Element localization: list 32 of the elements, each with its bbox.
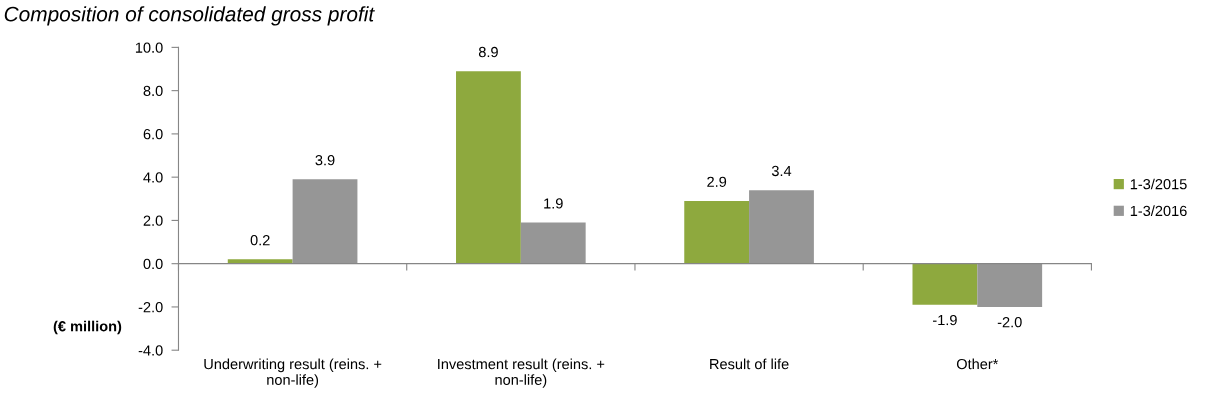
y-tick-label: 6.0: [143, 129, 163, 140]
bar: [749, 190, 814, 264]
data-label: 0.2: [250, 235, 270, 246]
y-tick-label: 4.0: [143, 172, 163, 183]
data-label: 2.9: [707, 176, 727, 187]
x-tick-label: Underwriting result (reins. + non-life): [204, 358, 382, 388]
legend-label: 1-3/2016: [1130, 205, 1187, 217]
bar: [977, 263, 1043, 307]
bar: [912, 263, 978, 305]
bar: [520, 222, 586, 264]
data-label: -1.9: [932, 314, 957, 326]
chart-title: Composition of consolidated gross profit: [4, 6, 375, 26]
data-label: 1.9: [544, 198, 563, 209]
y-tick-label: -2.0: [138, 302, 163, 313]
bar: [684, 200, 750, 264]
legend-label: 1-3/2015: [1130, 178, 1187, 190]
y-tick-label: -4.0: [138, 345, 163, 356]
x-tick-label: Other*: [956, 358, 999, 370]
y-tick-label: 2.0: [143, 215, 163, 226]
data-label: 8.9: [478, 46, 498, 58]
y-tick-label: 8.0: [143, 85, 163, 97]
x-tick-label: Investment result (reins. + non-life): [438, 358, 605, 388]
y-axis-title: (€ million): [53, 320, 122, 335]
x-tick-label: Result of life: [710, 358, 789, 370]
bar: [456, 71, 521, 264]
bar: [292, 179, 358, 264]
y-tick-label: 0.0: [143, 258, 163, 270]
data-label: 3.9: [315, 155, 335, 166]
bar: [227, 259, 293, 264]
data-label: 3.4: [771, 165, 792, 177]
data-label: -2.0: [997, 317, 1022, 328]
y-tick-label: 10.0: [135, 42, 163, 53]
